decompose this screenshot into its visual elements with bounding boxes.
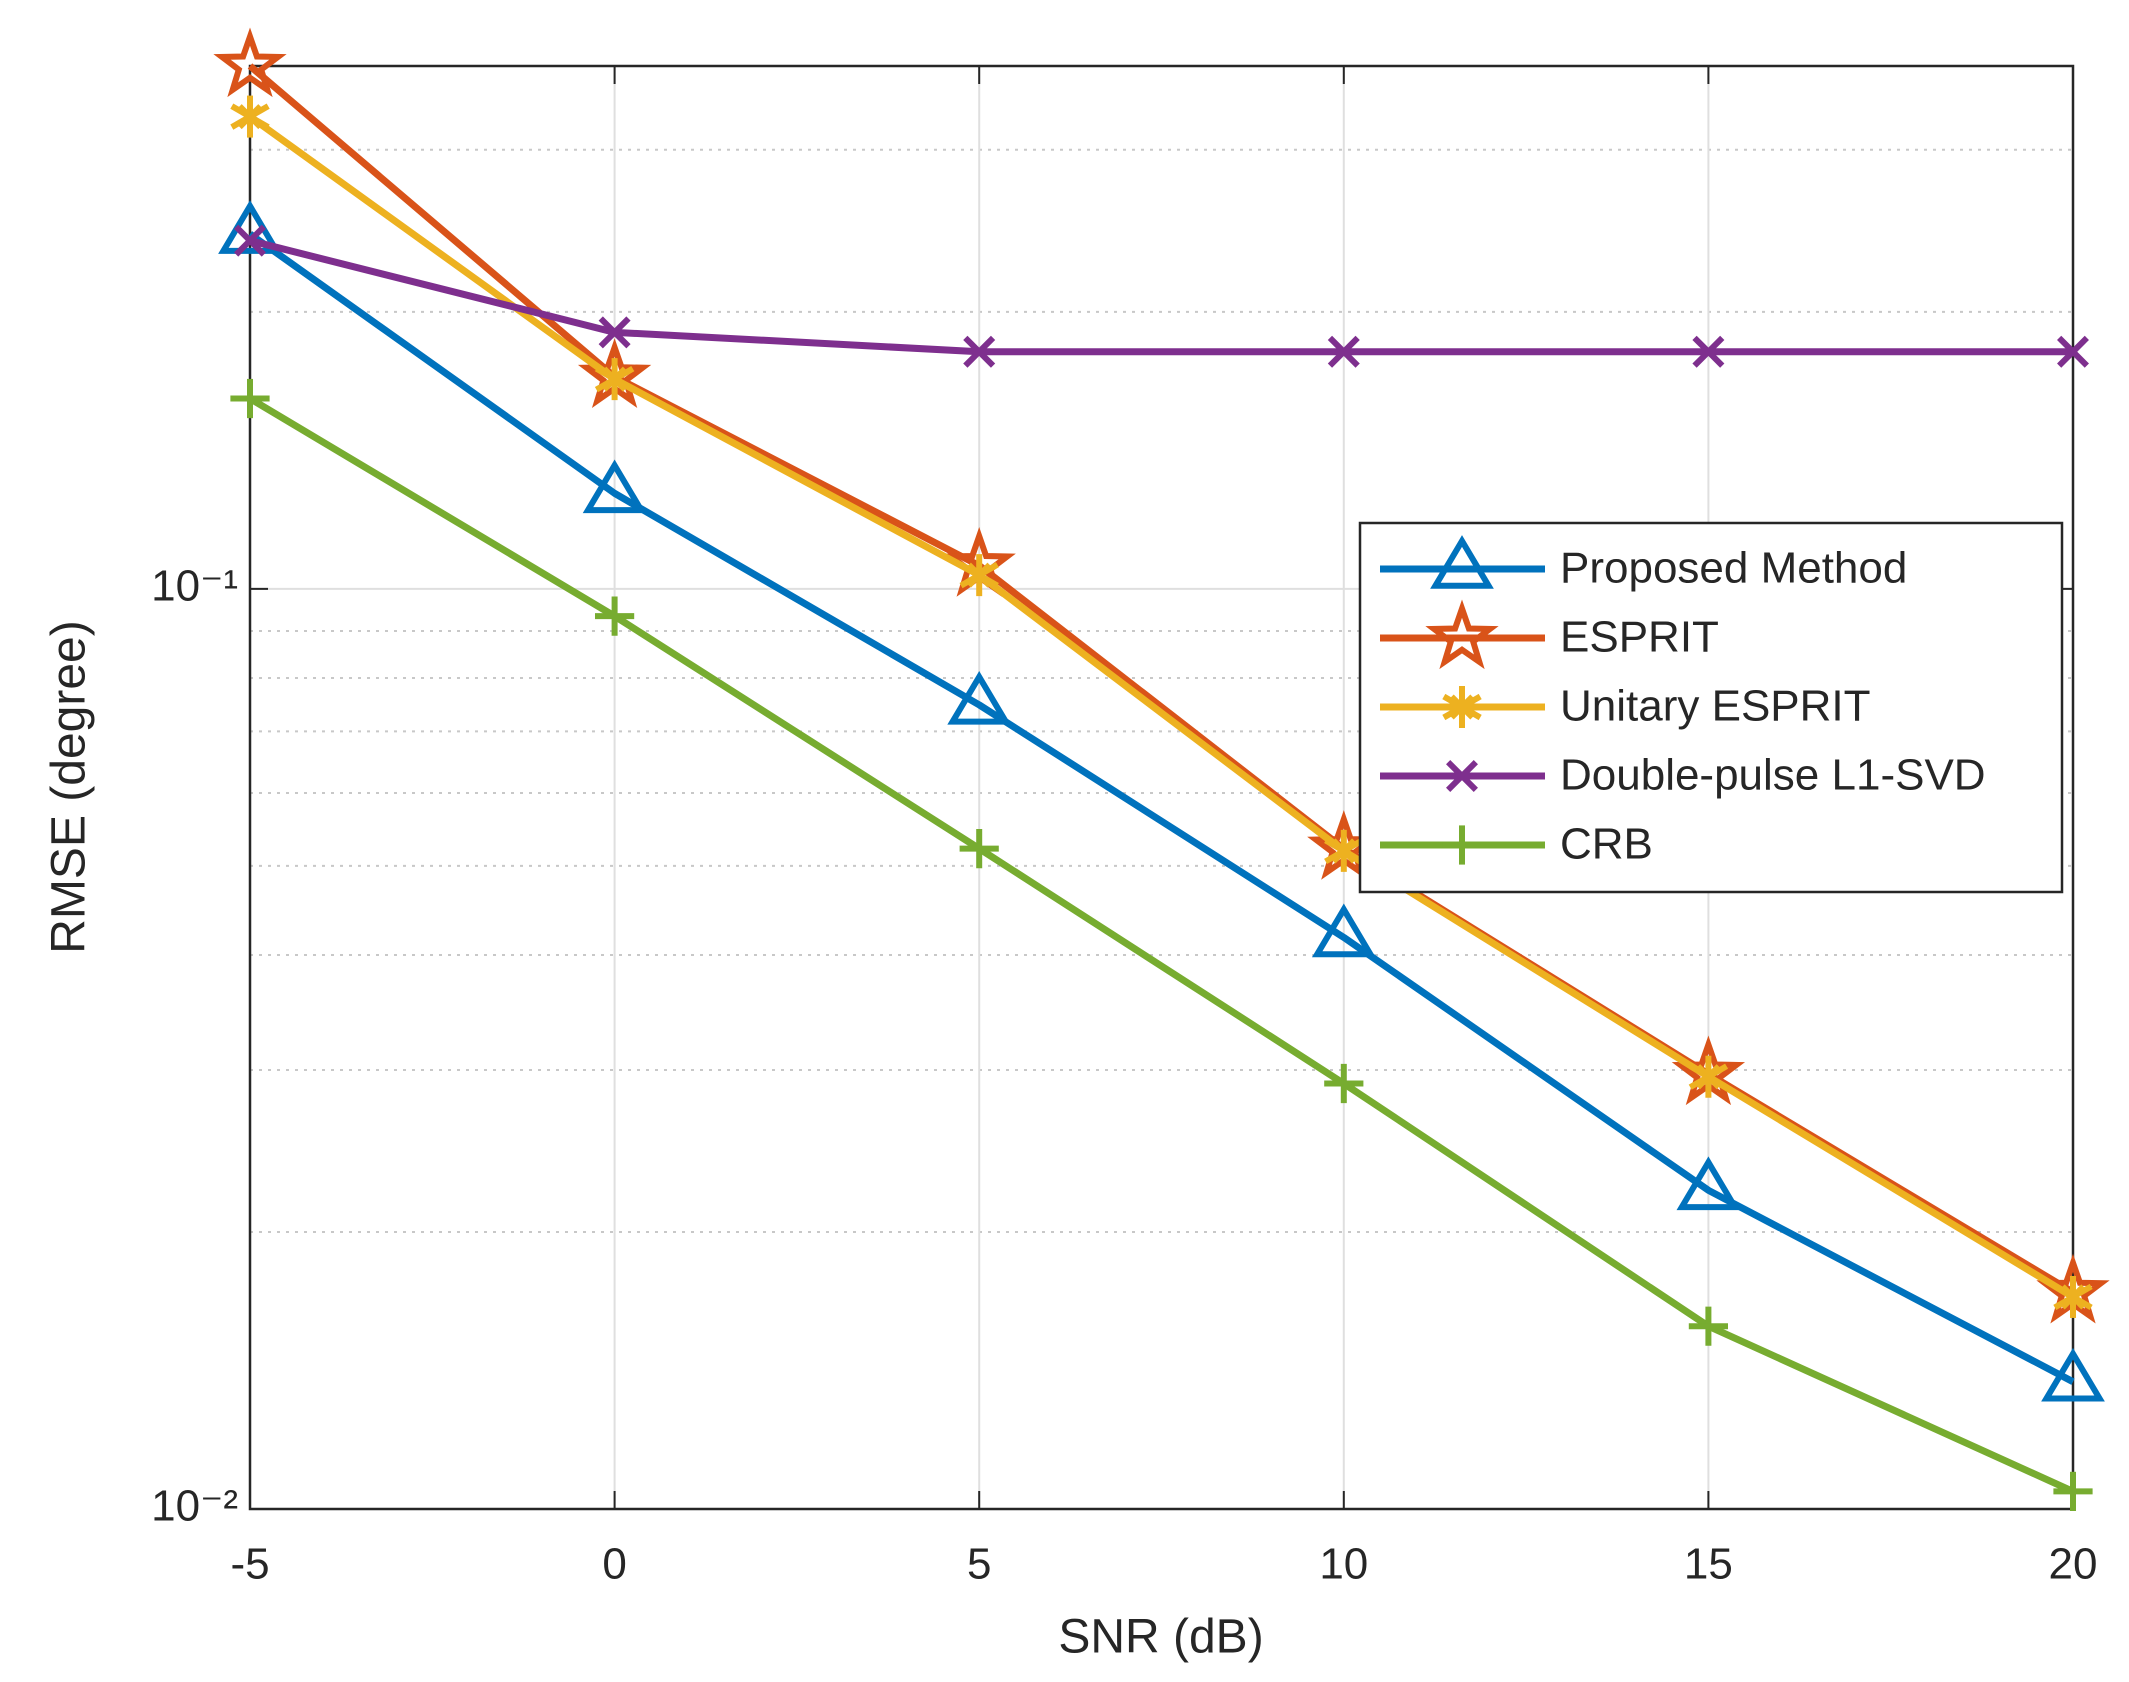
- marker: [230, 378, 270, 419]
- marker: [1442, 686, 1482, 728]
- legend-label: Unitary ESPRIT: [1560, 682, 1871, 731]
- series-line: [248, 395, 2075, 1495]
- marker-shape: [1692, 335, 1725, 368]
- series-line: [249, 237, 2073, 356]
- y-tick-label: 10⁻¹: [151, 561, 238, 610]
- marker: [1311, 903, 1376, 958]
- marker: [1446, 760, 1478, 792]
- plot-frame: [248, 64, 2075, 1511]
- legend: Proposed Method ESPRIT Unitary ESPRIT Doubl…: [1358, 521, 2064, 894]
- marker-shape: [966, 562, 992, 588]
- marker-shape: [2060, 1284, 2086, 1310]
- marker-shape: [1676, 1156, 1741, 1211]
- marker: [1692, 335, 1725, 368]
- marker-shape: [234, 224, 266, 257]
- marker: [1324, 829, 1364, 872]
- x-tick-label: 20: [2049, 1540, 2098, 1589]
- marker: [1430, 535, 1494, 589]
- marker: [963, 335, 996, 368]
- marker: [2053, 1275, 2093, 1318]
- marker: [595, 596, 635, 636]
- marker-shape: [582, 459, 647, 514]
- y-tick-label: 10⁻²: [151, 1482, 238, 1531]
- marker: [1688, 1306, 1728, 1346]
- marker-shape: [598, 316, 631, 349]
- marker-shape: [602, 366, 628, 392]
- x-axis-label: SNR (dB): [1058, 1611, 1263, 1664]
- marker: [582, 459, 647, 514]
- marker: [1688, 1055, 1729, 1098]
- y-axis-label: RMSE (degree): [43, 620, 96, 953]
- marker: [959, 829, 999, 869]
- marker: [1442, 825, 1482, 865]
- marker: [598, 316, 631, 349]
- x-tick-label: 10: [1319, 1540, 1368, 1589]
- legend-label: ESPRIT: [1560, 613, 1719, 662]
- marker: [1676, 1156, 1741, 1211]
- marker: [1327, 335, 1360, 368]
- marker-shape: [947, 670, 1012, 725]
- marker-shape: [1430, 535, 1494, 589]
- marker-shape: [1449, 694, 1475, 720]
- marker-shape: [2057, 335, 2089, 368]
- x-tick-label: 0: [602, 1540, 626, 1589]
- marker-shape: [963, 335, 996, 368]
- legend-label: Double-pulse L1-SVD: [1560, 751, 1986, 800]
- marker: [1425, 599, 1499, 670]
- legend-label: CRB: [1560, 820, 1653, 869]
- marker: [2057, 335, 2089, 368]
- marker: [2053, 1471, 2093, 1512]
- legend-label: Proposed Method: [1560, 544, 1907, 593]
- marker-shape: [213, 27, 287, 98]
- marker: [234, 224, 266, 257]
- x-tick-label: 5: [967, 1540, 991, 1589]
- x-tick-label: 15: [1684, 1540, 1733, 1589]
- marker-shape: [1425, 599, 1499, 670]
- marker-shape: [1327, 335, 1360, 368]
- marker: [2041, 1347, 2105, 1402]
- marker: [959, 554, 999, 597]
- marker-shape: [2041, 1347, 2105, 1402]
- marker-shape: [1695, 1064, 1721, 1090]
- x-tick-label: -5: [230, 1540, 269, 1589]
- marker-shape: [1311, 903, 1376, 958]
- series-line: [247, 231, 2075, 1385]
- marker-shape: [1331, 838, 1357, 864]
- series-line: [247, 113, 2075, 1300]
- marker: [594, 358, 635, 401]
- marker: [213, 27, 287, 98]
- marker-shape: [1446, 760, 1478, 792]
- marker: [1324, 1063, 1364, 1104]
- marker: [947, 670, 1012, 725]
- marker: [230, 95, 270, 138]
- marker-shape: [237, 104, 263, 130]
